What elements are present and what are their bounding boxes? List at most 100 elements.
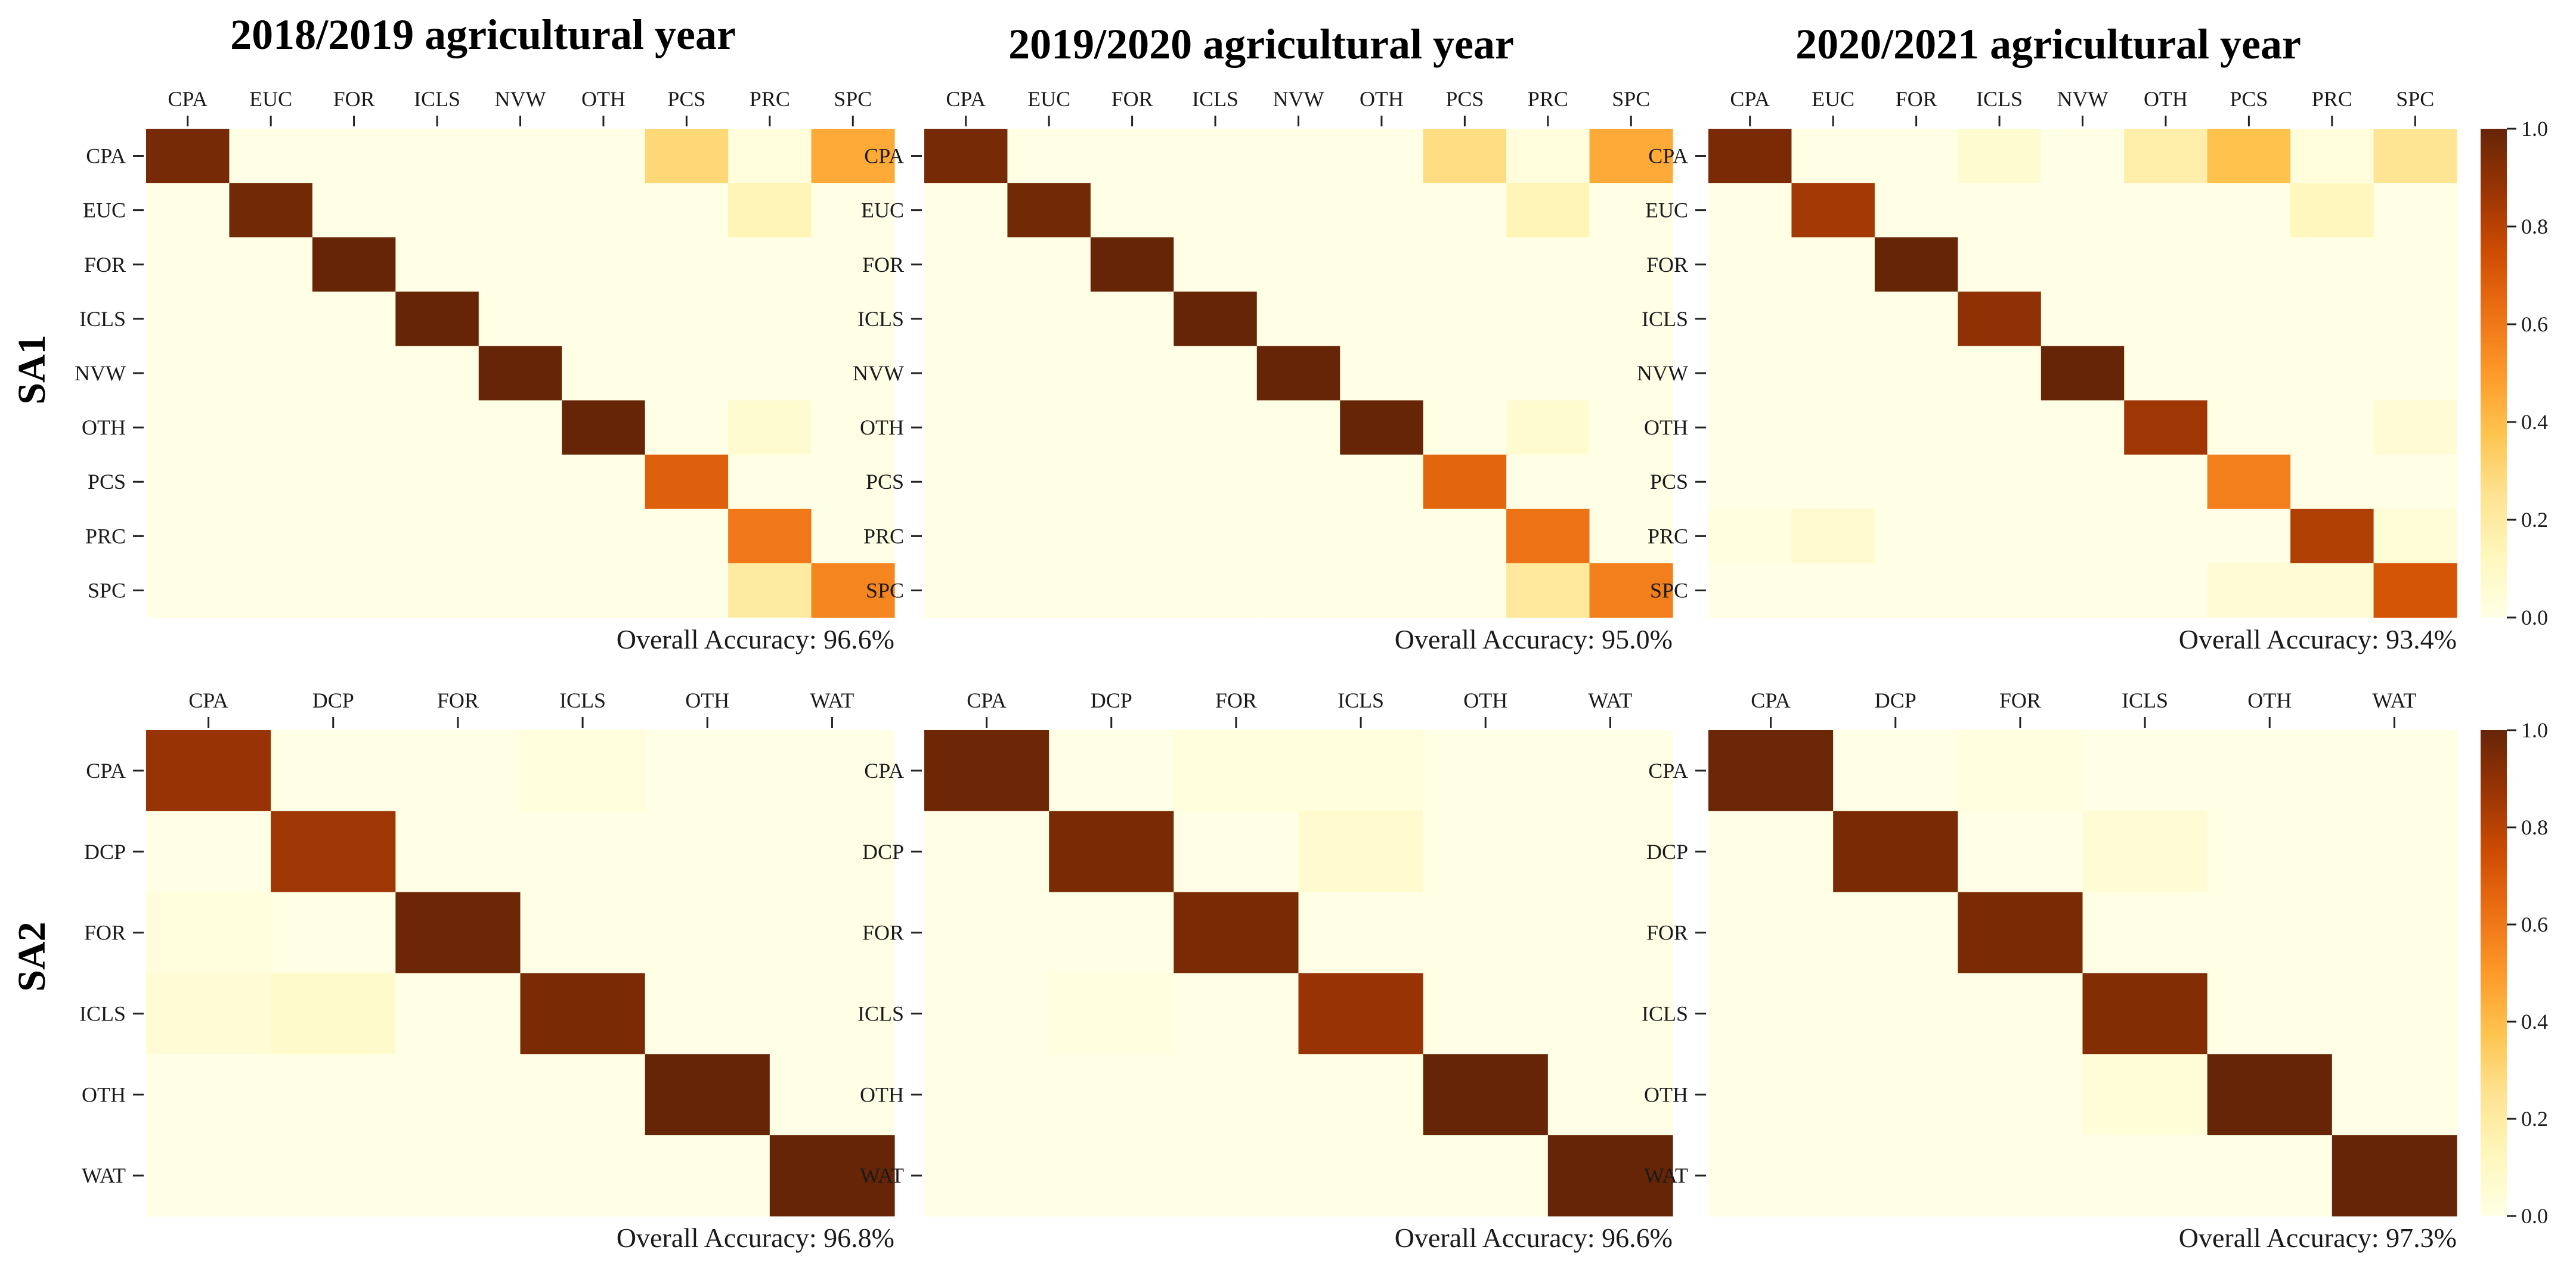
cell-wat-for — [395, 1135, 521, 1217]
cell-for-for — [312, 237, 396, 292]
cell-icls-for — [1874, 291, 1958, 347]
heatmap-sa2-2018-2019: CPA DCP FOR ICLS OTH WAT CPA DCP FOR ICLS OTH WAT Ov… — [79, 688, 895, 1253]
cell-nvw-oth — [1340, 346, 1424, 401]
cell-for-spc — [2373, 237, 2457, 292]
cell-cpa-euc — [1007, 129, 1091, 184]
cell-pcs-spc — [1589, 454, 1673, 510]
cell-dcp-cpa — [924, 811, 1049, 893]
cell-oth-icls — [2082, 1054, 2208, 1136]
y-tick-label-icls: ICLS — [1642, 307, 1688, 331]
cell-prc-nvw — [478, 508, 562, 564]
cell-dcp-oth — [2207, 811, 2333, 893]
colorbar-bottom: 0.0 0.2 0.4 0.6 0.8 1.0 — [2481, 718, 2548, 1228]
cell-dcp-oth — [645, 811, 770, 893]
cell-prc-oth — [562, 508, 646, 564]
cell-spc-prc — [1506, 563, 1590, 618]
cell-oth-oth — [1340, 400, 1424, 455]
x-tick-label-nvw: NVW — [495, 87, 546, 111]
cell-wat-for — [1174, 1135, 1299, 1217]
cell-prc-icls — [1958, 508, 2042, 564]
x-tick-label-for: FOR — [333, 87, 375, 111]
cell-oth-prc — [728, 400, 812, 455]
cell-nvw-for — [1090, 346, 1174, 401]
cell-oth-nvw — [2041, 400, 2125, 455]
cell-nvw-prc — [2290, 346, 2374, 401]
cell-icls-cpa — [146, 291, 230, 347]
y-tick-label-oth: OTH — [1644, 415, 1688, 439]
cell-icls-cpa — [924, 973, 1049, 1054]
cell-nvw-cpa — [924, 346, 1008, 401]
cell-cpa-oth — [562, 129, 646, 184]
cell-cpa-prc — [728, 129, 812, 184]
cell-oth-dcp — [1049, 1054, 1174, 1136]
cell-for-cpa — [924, 892, 1049, 974]
cell-oth-icls — [1298, 1054, 1424, 1136]
cell-cpa-euc — [229, 129, 313, 184]
cell-icls-nvw — [2041, 291, 2125, 347]
cell-pcs-cpa — [146, 454, 230, 510]
cell-oth-spc — [1589, 400, 1673, 455]
x-tick-label-for: FOR — [437, 688, 479, 712]
colorbar-tick-label: 0.8 — [2521, 215, 2548, 238]
cell-spc-nvw — [478, 563, 562, 618]
cell-cpa-icls — [1958, 129, 2042, 184]
x-tick-label-cpa: CPA — [168, 87, 208, 111]
x-tick-label-pcs: PCS — [2230, 87, 2268, 111]
cell-icls-icls — [1174, 291, 1258, 347]
cell-spc-icls — [1174, 563, 1258, 618]
cell-oth-cpa — [1708, 400, 1792, 455]
cell-euc-oth — [1340, 183, 1424, 238]
cell-cpa-cpa — [924, 730, 1049, 812]
y-tick-label-nvw: NVW — [853, 361, 904, 385]
cell-oth-for — [1174, 1054, 1299, 1136]
cell-cpa-nvw — [1256, 129, 1340, 184]
x-tick-label-cpa: CPA — [188, 688, 228, 712]
cell-cpa-cpa — [1708, 129, 1792, 184]
cell-oth-wat — [1547, 1054, 1673, 1136]
cell-spc-euc — [1007, 563, 1091, 618]
cell-euc-spc — [1589, 183, 1673, 238]
cell-for-spc — [811, 237, 895, 292]
cell-spc-spc — [1589, 563, 1673, 618]
x-tick-label-pcs: PCS — [667, 87, 705, 111]
cell-euc-nvw — [478, 183, 562, 238]
x-tick-label-icls: ICLS — [1976, 87, 2023, 111]
cell-oth-spc — [2373, 400, 2457, 455]
cell-icls-pcs — [645, 291, 729, 347]
cell-pcs-nvw — [478, 454, 562, 510]
cell-nvw-euc — [1007, 346, 1091, 401]
cell-oth-icls — [1174, 400, 1258, 455]
x-tick-label-for: FOR — [1111, 87, 1153, 111]
cell-for-nvw — [478, 237, 562, 292]
y-tick-label-euc: EUC — [1645, 198, 1688, 222]
cell-oth-for — [1958, 1054, 2083, 1136]
cell-cpa-pcs — [2207, 129, 2291, 184]
cell-icls-pcs — [2207, 291, 2291, 347]
cell-for-prc — [728, 237, 812, 292]
cell-nvw-prc — [1506, 346, 1590, 401]
cell-oth-dcp — [271, 1054, 396, 1136]
cell-pcs-euc — [1007, 454, 1091, 510]
y-tick-label-wat: WAT — [82, 1164, 126, 1187]
cell-for-pcs — [2207, 237, 2291, 292]
cell-euc-cpa — [146, 183, 230, 238]
cell-pcs-icls — [1958, 454, 2042, 510]
cell-nvw-cpa — [1708, 346, 1792, 401]
cell-for-icls — [1174, 237, 1258, 292]
cell-for-for — [1874, 237, 1958, 292]
cell-for-wat — [1547, 892, 1673, 974]
cell-wat-dcp — [1833, 1135, 1958, 1217]
cell-spc-icls — [395, 563, 479, 618]
x-tick-label-wat: WAT — [810, 688, 854, 712]
cell-spc-nvw — [1256, 563, 1340, 618]
cell-spc-spc — [2373, 563, 2457, 618]
cell-dcp-icls — [520, 811, 646, 893]
cell-icls-oth — [645, 973, 770, 1054]
cell-for-euc — [229, 237, 313, 292]
cell-euc-icls — [1174, 183, 1258, 238]
y-tick-label-for: FOR — [84, 921, 126, 945]
cell-for-oth — [1340, 237, 1424, 292]
cell-cpa-wat — [769, 730, 895, 812]
cell-icls-wat — [769, 973, 895, 1054]
